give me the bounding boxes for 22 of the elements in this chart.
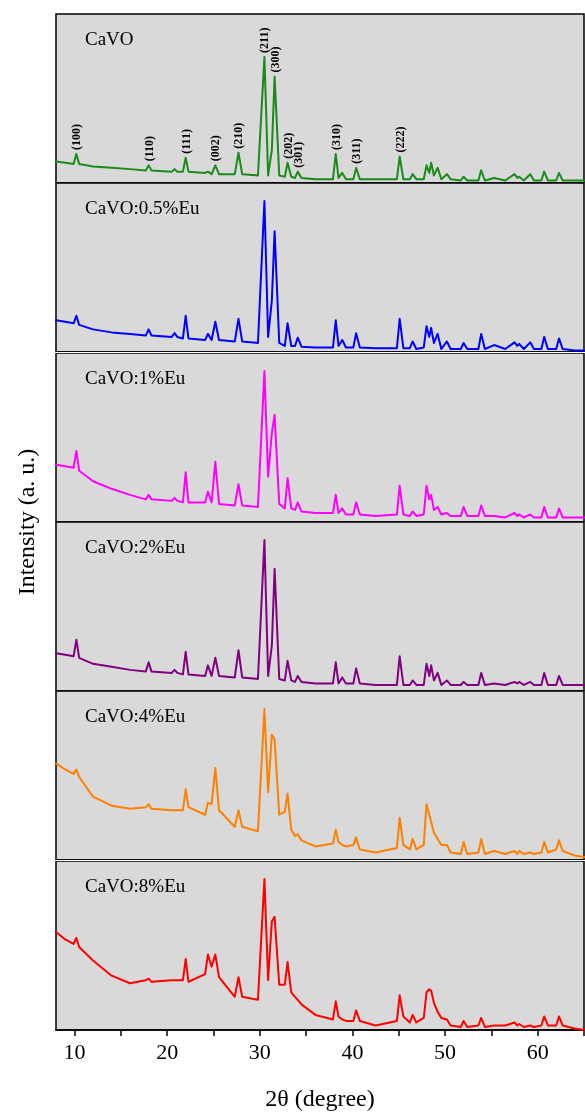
annotation: (210) [231,122,246,149]
x-tick-label: 30 [248,1038,271,1064]
x-tick-label: 10 [63,1038,86,1064]
chart-title: CaVO:0.5%Eu [85,197,201,219]
chart-title: CaVO [85,28,134,49]
x-tick-label: 40 [341,1038,364,1064]
x-tick-label: 20 [156,1038,179,1064]
x-tick-label: 60 [526,1038,549,1064]
x-axis-title: 2θ (degree) [265,1084,375,1111]
annotation: (100) [69,123,84,150]
chart-title: CaVO:4%Eu [85,705,186,727]
annotation: (311) [349,138,364,164]
annotation: (222) [392,126,407,153]
annotation: (002) [208,135,223,162]
x-tick-label: 50 [434,1038,457,1064]
chart-title: CaVO:1%Eu [85,366,186,388]
annotation: (111) [178,129,193,154]
chart-title: CaVO:8%Eu [85,874,186,896]
chart-title: CaVO:2%Eu [85,536,186,557]
y-axis-title: Intensity (a. u.) [12,448,40,596]
annotation: (110) [141,136,156,162]
annotation: (310) [328,123,343,150]
